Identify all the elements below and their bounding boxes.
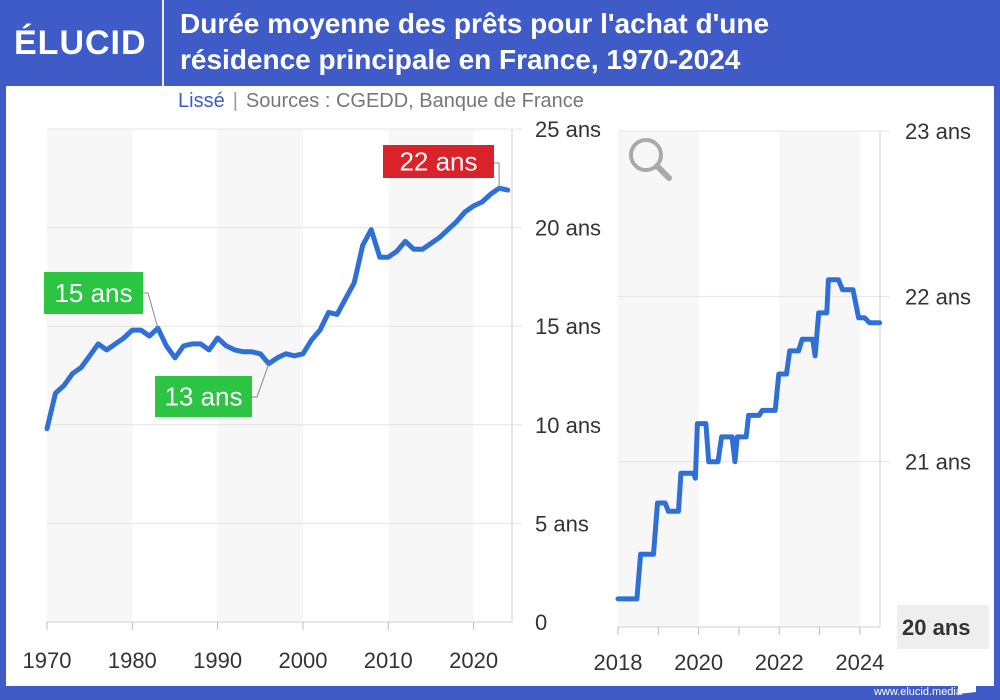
annotation-label: 15 ans — [54, 278, 132, 308]
annotation-connector — [494, 162, 500, 189]
x-tick-label: 2022 — [755, 650, 804, 675]
chart-title: Durée moyenne des prêts pour l'achat d'u… — [180, 6, 769, 78]
x-tick-label: 2024 — [835, 650, 884, 675]
y-tick-label: 20 ans — [535, 216, 601, 241]
annotation-box — [44, 272, 143, 314]
y-tick-label: 25 ans — [535, 117, 601, 142]
x-tick-label: 2020 — [449, 648, 498, 673]
y-tick-label: 15 ans — [535, 314, 601, 339]
y-tick-label: 10 ans — [535, 413, 601, 438]
header-divider — [162, 0, 164, 86]
x-tick-label: 2018 — [594, 650, 643, 675]
sources-label: Sources : CGEDD, Banque de France — [245, 90, 584, 112]
x-tick-label: 1980 — [108, 648, 157, 673]
axis-label-background — [897, 605, 989, 649]
background-band — [217, 129, 303, 622]
x-tick-label: 1970 — [23, 648, 72, 673]
magnifier-icon — [629, 138, 672, 181]
x-tick-label: 2000 — [278, 648, 327, 673]
magnifier-handle — [654, 163, 672, 181]
annotation-connector — [143, 292, 159, 329]
smoothed-label: Lissé — [178, 90, 225, 112]
title-line-1: Durée moyenne des prêts pour l'achat d'u… — [180, 8, 770, 39]
subtitle: Lissé | Sources : CGEDD, Banque de France — [178, 90, 584, 113]
background-band — [47, 129, 133, 622]
elucid-logo: ÉLUCID — [14, 24, 147, 62]
y-tick-label: 23 ans — [905, 119, 971, 144]
background-band — [779, 131, 860, 627]
x-tick-label: 2020 — [674, 650, 723, 675]
annotation-label: 22 ans — [399, 147, 477, 177]
x-tick-label: 1990 — [193, 648, 242, 673]
subtitle-separator: | — [232, 90, 238, 112]
background-band — [618, 131, 699, 627]
y-tick-label: 0 — [535, 610, 547, 635]
y-tick-label: 22 ans — [905, 284, 971, 309]
elucid-flag-icon — [958, 680, 976, 694]
background-band — [388, 129, 474, 622]
annotation-box — [383, 145, 494, 178]
annotation-connector — [252, 363, 270, 398]
y-tick-label: 21 ans — [905, 450, 971, 475]
annotation-box — [155, 376, 252, 417]
annotation-label: 13 ans — [164, 382, 242, 412]
header: ÉLUCID Durée moyenne des prêts pour l'ac… — [0, 0, 1000, 86]
y-tick-label: 5 ans — [535, 511, 589, 536]
title-line-2: résidence principale en France, 1970-202… — [180, 44, 741, 75]
footer-url: www.elucid.media — [873, 686, 962, 698]
magnifier-lens — [629, 138, 663, 172]
x-tick-label: 2010 — [364, 648, 413, 673]
y-tick-label: 20 ans — [902, 615, 971, 640]
